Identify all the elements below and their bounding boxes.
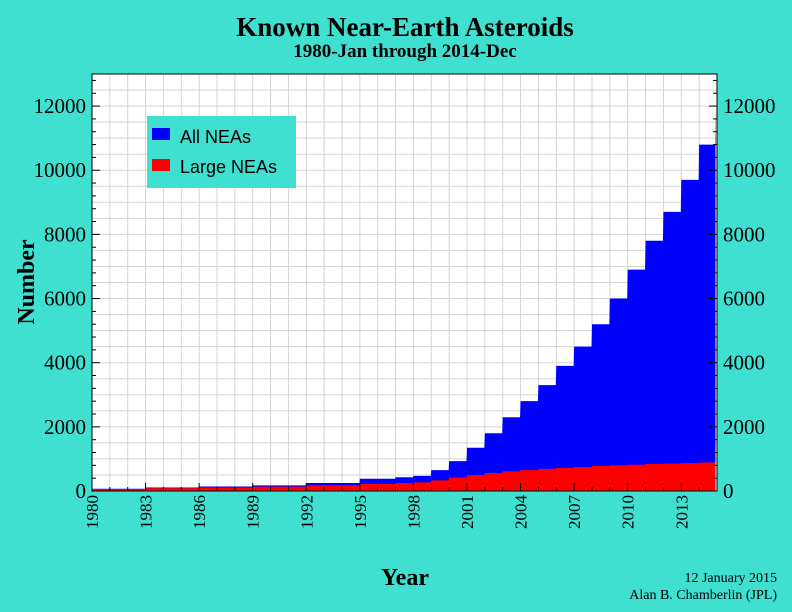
chart-subtitle: 1980-Jan through 2014-Dec [293,41,516,62]
y-tick-label: 0 [723,479,734,503]
axis-ticks [91,79,718,492]
credit-date: 12 January 2015 [684,571,777,586]
x-axis-label: Year [381,565,429,591]
y-tick-label: 8000 [44,222,86,246]
x-tick-label: 1998 [404,495,423,529]
legend: All NEAs Large NEAs [147,116,296,188]
legend-swatch-all-neas [152,128,170,140]
y-tick-label: 10000 [723,158,776,182]
credit-author: Alan B. Chamberlin (JPL) [629,588,777,603]
y-tick-label: 6000 [723,287,765,311]
legend-swatch-large-neas [152,159,170,171]
legend-label-large-neas: Large NEAs [180,157,277,177]
y-tick-labels-left: 0 2000 4000 6000 8000 10000 12000 [34,94,87,503]
x-tick-label: 2004 [512,495,531,530]
x-tick-labels: 1980 1983 1986 1989 1992 1995 1998 2001 2004 2007… [83,495,691,530]
area-large-neas [92,461,716,491]
y-tick-labels-right: 0 2000 4000 6000 8000 10000 12000 [723,94,776,503]
plot-frame [91,73,718,492]
x-tick-label: 2010 [619,495,638,529]
legend-box [147,116,296,188]
x-tick-label: 1995 [351,495,370,529]
x-tick-label: 1986 [190,495,209,529]
x-tick-label: 1980 [83,495,102,529]
x-tick-label: 1992 [297,495,316,529]
y-tick-label: 2000 [44,415,86,439]
y-tick-label: 12000 [34,94,87,118]
y-tick-label: 12000 [723,94,776,118]
y-tick-label: 0 [76,479,87,503]
chart-title: Known Near-Earth Asteroids [236,12,574,42]
y-tick-label: 2000 [723,415,765,439]
y-tick-label: 8000 [723,222,765,246]
area-all-neas [92,106,716,492]
x-tick-label: 1983 [137,495,156,529]
x-tick-label: 2001 [458,495,477,529]
x-tick-label: 2013 [672,495,691,529]
x-tick-label: 1989 [244,495,263,529]
y-tick-label: 10000 [34,158,87,182]
y-tick-label: 4000 [723,351,765,375]
area-series [92,106,716,492]
legend-label-all-neas: All NEAs [180,127,251,147]
y-axis-label: Number [14,239,40,325]
y-tick-label: 6000 [44,287,86,311]
y-tick-label: 4000 [44,351,86,375]
x-tick-label: 2007 [565,495,584,530]
